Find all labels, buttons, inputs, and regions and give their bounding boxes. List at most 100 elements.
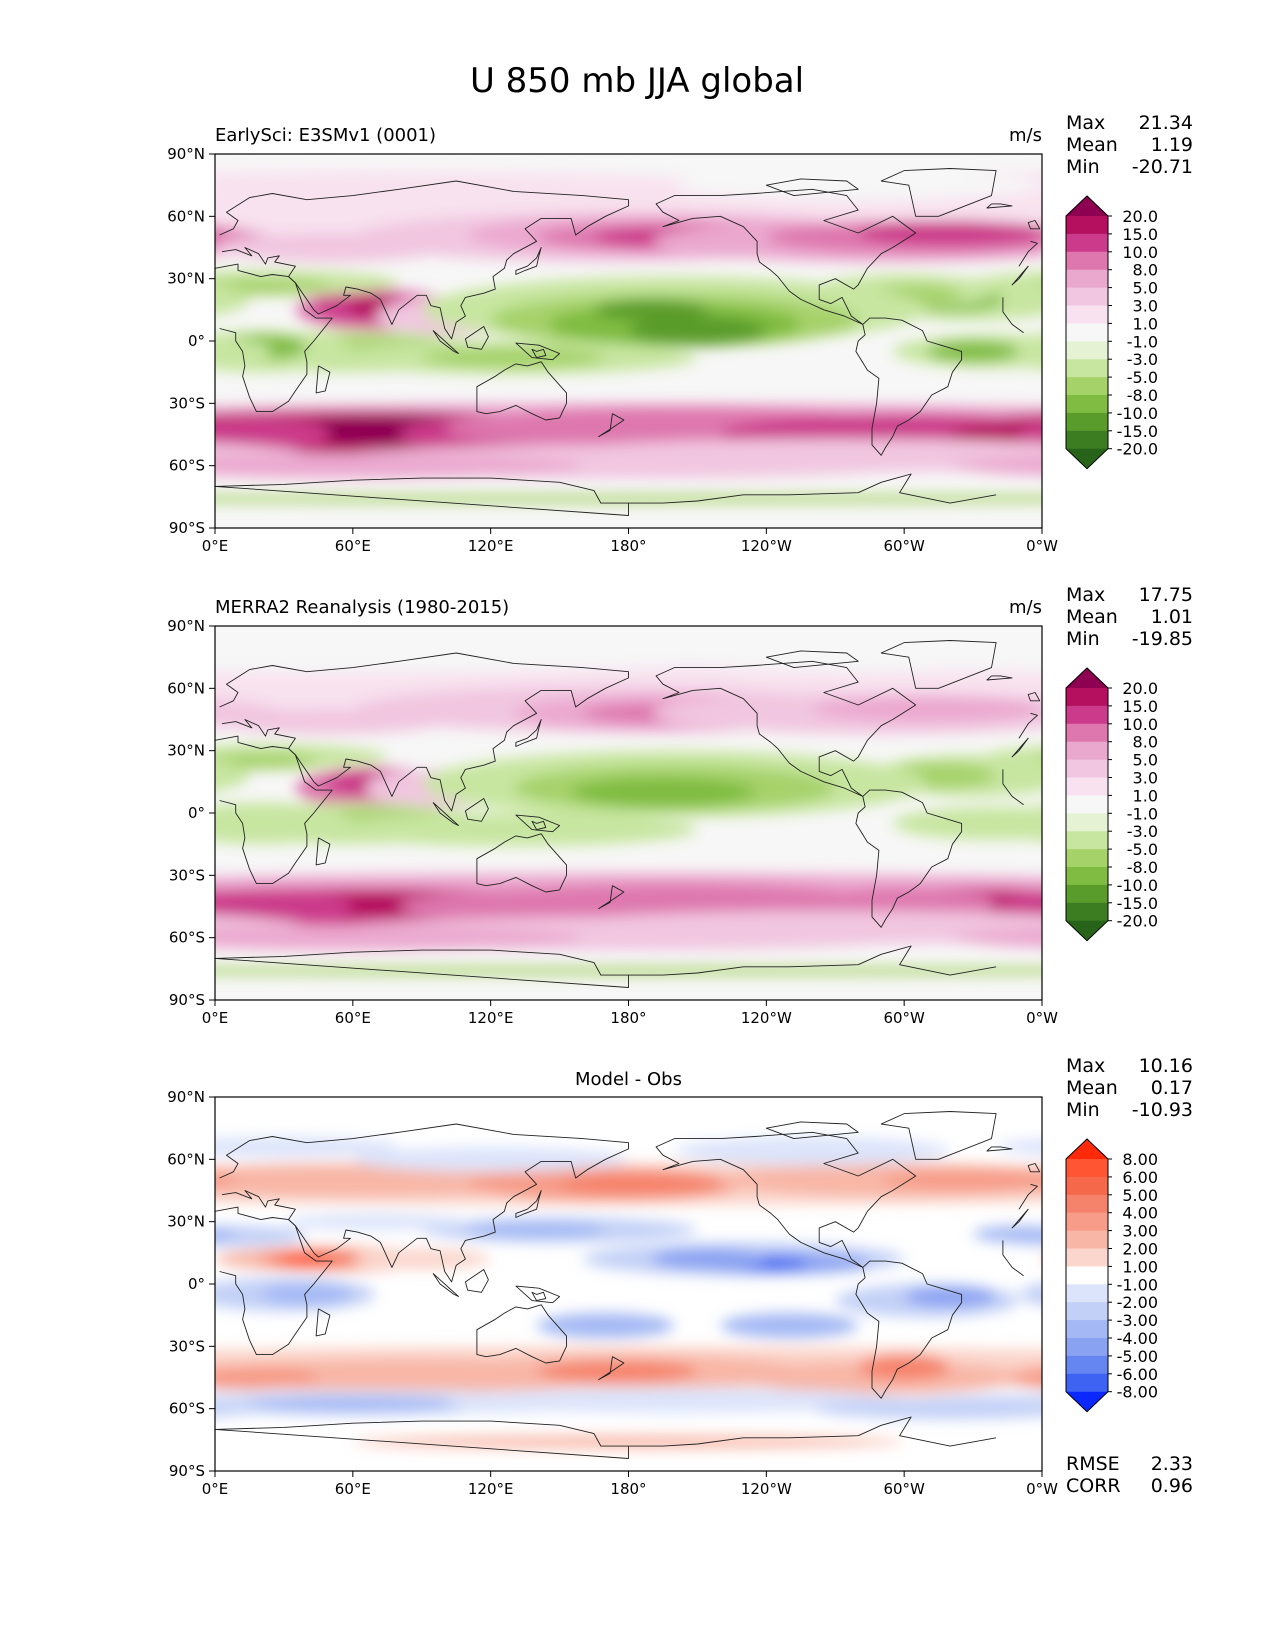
wind-contour-region: [215, 283, 250, 315]
colorbar-swatch: [1066, 795, 1108, 814]
coastline: [215, 1416, 997, 1459]
y-tick-label: 60°N: [167, 679, 205, 697]
colorbar-tick-label: 3.0: [1133, 769, 1158, 788]
colorbar-tick-label: 20.0: [1122, 679, 1158, 698]
x-tick-label: 120°E: [468, 1009, 514, 1027]
wind-contour-region: [43, 285, 135, 306]
wind-contour-region: [0, 917, 123, 950]
wind-contour-region: [950, 455, 1042, 476]
wind-contour-region: [215, 1173, 238, 1187]
colorbar-tick-label: 3.00: [1122, 1222, 1158, 1241]
x-tick-label: 60°E: [335, 1480, 371, 1498]
wind-contour-region: [720, 1313, 859, 1339]
coastline: [432, 1273, 459, 1297]
wind-contour-region: [1180, 686, 1275, 732]
colorbar-tick-label: 5.0: [1133, 751, 1158, 770]
colorbar-tick-label: 3.0: [1133, 297, 1158, 316]
colorbar-tick-label: -3.0: [1127, 350, 1158, 369]
wind-contour-region: [0, 765, 8, 811]
panel-title: Model - Obs: [575, 1069, 682, 1090]
wind-contour-region: [215, 889, 353, 924]
wind-contour-region: [0, 293, 31, 347]
wind-contour-region: [1157, 813, 1275, 846]
colorbar-extend-max: [1066, 668, 1108, 688]
colorbar-tick-label: -6.00: [1117, 1365, 1158, 1384]
y-tick-label: 90°S: [169, 519, 205, 537]
coastline: [855, 789, 963, 928]
colorbar-tick-label: 2.00: [1122, 1240, 1158, 1259]
wind-contour-region: [1226, 414, 1275, 456]
wind-contour-region: [881, 1169, 1042, 1191]
wind-contour-region: [215, 1136, 399, 1158]
x-tick-label: 0°W: [1026, 1009, 1058, 1027]
coastline: [655, 188, 917, 325]
colorbar-swatch: [1066, 1320, 1108, 1339]
stat-label: Max: [1066, 1055, 1105, 1077]
wind-contour-region: [215, 1400, 261, 1417]
wind-contour-region: [467, 1221, 606, 1239]
wind-contour-region: [858, 1354, 951, 1380]
colorbar-swatch: [1066, 1284, 1108, 1303]
wind-contour-region: [0, 214, 54, 256]
wind-contour-region: [0, 275, 169, 308]
x-tick-label: 60°E: [335, 1009, 371, 1027]
colorbar-tick-label: -1.0: [1127, 332, 1158, 351]
wind-contour-region: [215, 709, 445, 735]
colorbar-swatch: [1066, 1302, 1108, 1321]
wind-contour-region: [950, 927, 1042, 948]
coastline: [655, 1131, 917, 1268]
colorbar-tick-label: -1.0: [1127, 804, 1158, 823]
wind-contour-region: [352, 1435, 905, 1449]
colorbar-swatch: [1066, 741, 1108, 761]
x-tick-label: 120°W: [741, 1009, 792, 1027]
wind-contour-region: [536, 1360, 698, 1382]
coastline: [986, 203, 1013, 209]
colorbar-swatch: [1066, 305, 1108, 324]
y-tick-label: 90°N: [167, 1088, 205, 1106]
wind-contour-region: [674, 1136, 951, 1166]
coastlines: [215, 640, 1041, 988]
stat-label: Mean: [1066, 1077, 1118, 1099]
wind-contour-region: [651, 1248, 767, 1270]
panel-title: EarlySci: E3SMv1 (0001): [215, 125, 436, 146]
wind-contour-region: [812, 1398, 1042, 1420]
colorbar-tick-label: -8.00: [1117, 1383, 1158, 1402]
colorbar-swatch: [1066, 1159, 1108, 1178]
colorbar-tick-label: 1.0: [1133, 786, 1158, 805]
colorbar-tick-label: -5.00: [1117, 1347, 1158, 1366]
wind-contour-region: [8, 1284, 192, 1317]
coastline: [215, 735, 1029, 885]
colorbar-tick-label: 6.00: [1122, 1168, 1158, 1187]
wind-contour-region: [215, 278, 330, 296]
wind-contour-region: [0, 407, 77, 449]
x-tick-label: 60°W: [883, 1480, 925, 1498]
colorbar-swatch: [1066, 813, 1108, 832]
colorbar-swatch: [1066, 1266, 1108, 1285]
colorbar-swatch: [1066, 412, 1108, 432]
stat-value: -20.71: [1132, 156, 1193, 178]
coastline: [1027, 692, 1041, 702]
colorbar-swatch: [1066, 287, 1108, 306]
wind-contour-region: [571, 777, 755, 807]
colorbar-tick-label: -10.0: [1117, 876, 1158, 895]
colorbar-tick-label: 8.0: [1133, 733, 1158, 752]
colorbar-tick-label: -5.0: [1127, 840, 1158, 859]
x-tick-label: 0°W: [1026, 1480, 1058, 1498]
colorbar-tick-label: -3.0: [1127, 822, 1158, 841]
wind-contour-region: [0, 277, 100, 343]
coastline: [476, 833, 567, 893]
wind-contour-region: [1180, 1436, 1275, 1448]
stat-label: Max: [1066, 112, 1105, 134]
wind-contour-region: [0, 1253, 43, 1274]
colorbar-swatch: [1066, 831, 1108, 850]
wind-contour-region: [1180, 1249, 1275, 1270]
x-tick-label: 120°W: [741, 537, 792, 555]
wind-contour-region: [215, 453, 583, 479]
colorbar-swatch: [1066, 233, 1108, 253]
wind-contour-region: [77, 1286, 169, 1307]
coastline: [515, 719, 542, 747]
wind-contour-region: [215, 1225, 307, 1247]
colorbar-swatch: [1066, 341, 1108, 360]
stat-label: Mean: [1066, 606, 1118, 628]
colorbar-swatch: [1066, 902, 1108, 922]
